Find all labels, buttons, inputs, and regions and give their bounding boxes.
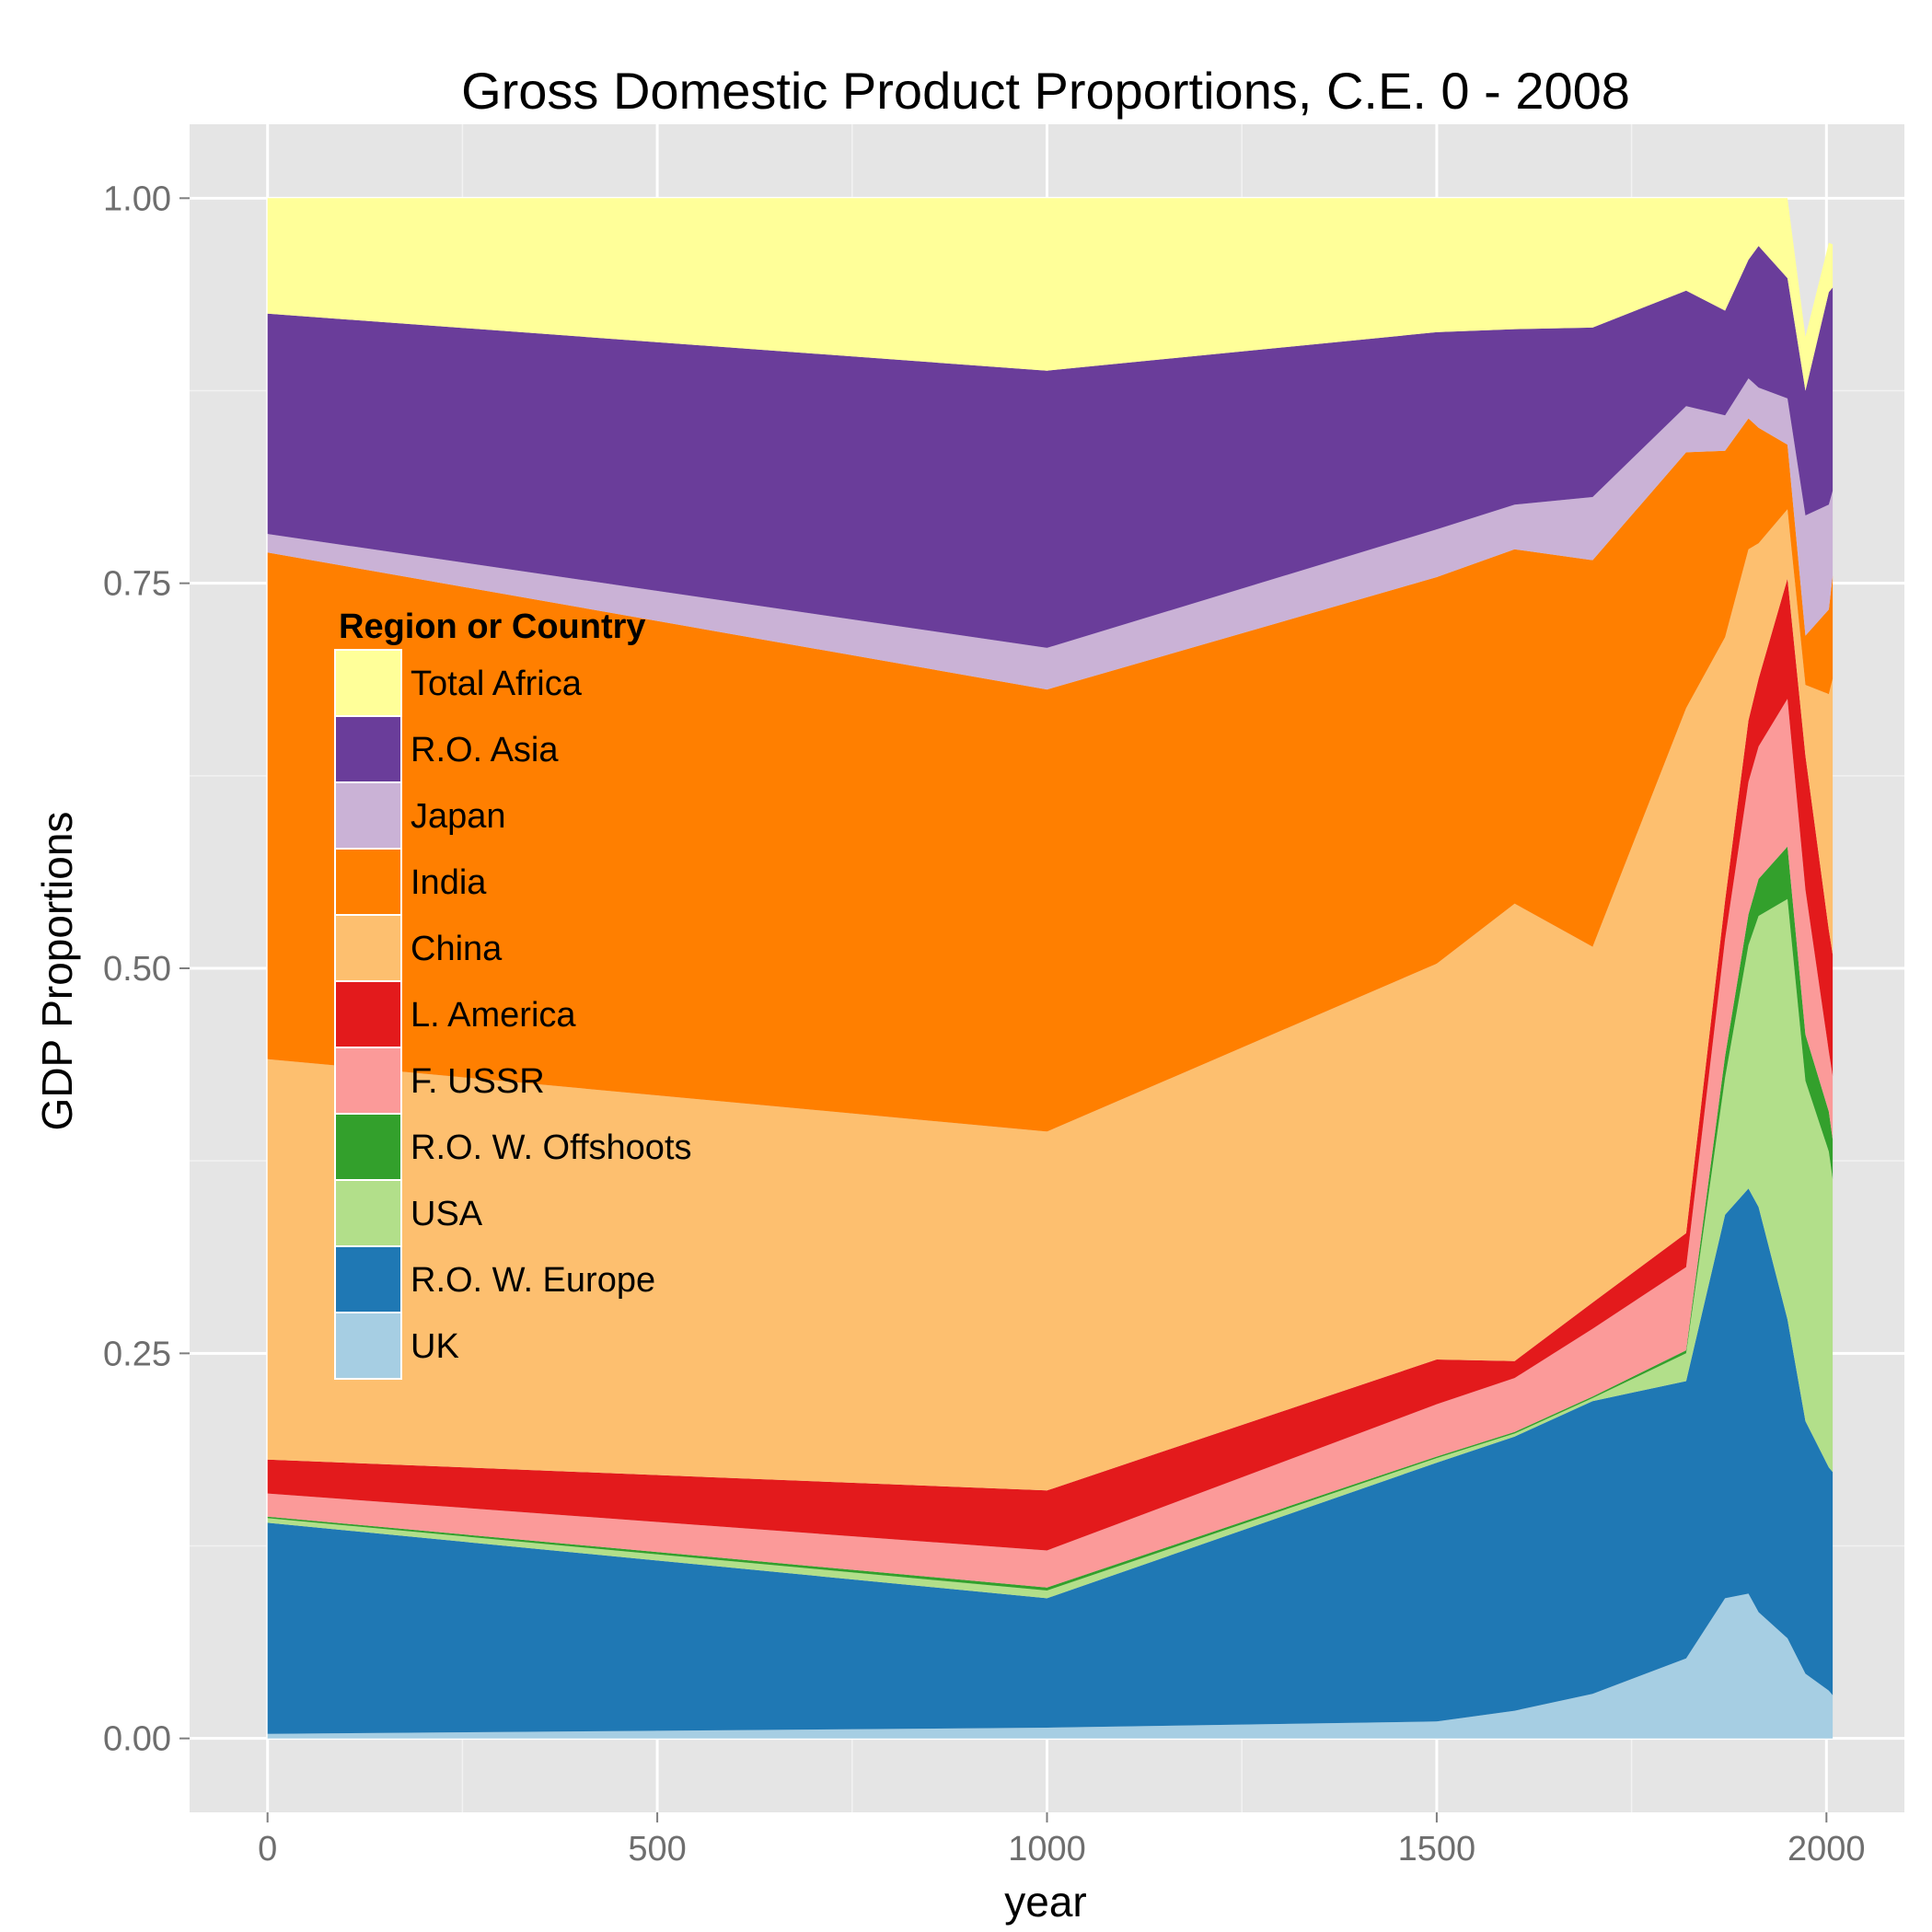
legend-label-china: China: [411, 930, 503, 968]
legend-key-f-ussr: [334, 1047, 402, 1115]
legend-label-india: India: [411, 863, 487, 902]
x-axis-title: year: [1004, 1878, 1086, 1926]
legend-items: Total Africa R.O. Asia Japan India China L. A…: [334, 649, 692, 1380]
legend-label-usa: USA: [411, 1195, 483, 1233]
y-tick-label: 0.25: [103, 1335, 171, 1373]
legend-key-usa: [334, 1179, 402, 1247]
legend-label-japan: Japan: [411, 797, 506, 836]
area-india: [267, 418, 1834, 1132]
x-tick-label: 0: [258, 1830, 277, 1868]
area-uk: [267, 1593, 1834, 1739]
chart-title: Gross Domestic Product Proportions, C.E.…: [461, 62, 1630, 120]
legend-key-r-o-w-offshoots: [334, 1113, 402, 1181]
legend-label-f-ussr: F. USSR: [411, 1062, 545, 1101]
legend-key-india: [334, 848, 402, 916]
legend-key-japan: [334, 781, 402, 850]
x-tick-label: 1500: [1398, 1830, 1476, 1868]
area-china: [267, 509, 1834, 1491]
legend-label-l-america: L. America: [411, 996, 576, 1035]
legend-label-r-o-asia: R.O. Asia: [411, 731, 559, 769]
legend-label-r-o-w-europe: R.O. W. Europe: [411, 1261, 655, 1300]
y-tick-label: 0.75: [103, 565, 171, 604]
area-total-africa: [267, 198, 1834, 391]
legend-key-total-africa: [334, 649, 402, 717]
y-tick-label: 1.00: [103, 179, 171, 218]
y-tick-label: 0.00: [103, 1720, 171, 1759]
area-japan: [267, 378, 1834, 690]
legend-label-r-o-w-offshoots: R.O. W. Offshoots: [411, 1128, 692, 1167]
legend-key-uk: [334, 1312, 402, 1380]
y-axis-title: GDP Proportions: [33, 812, 81, 1131]
legend-label-total-africa: Total Africa: [411, 665, 583, 703]
y-axis: 0.00 0.25 0.50 0.75 1.00: [103, 179, 190, 1759]
area-r-o-w-europe: [267, 1188, 1834, 1734]
area-layers: [267, 198, 1834, 1739]
legend: Region or Country Total Africa R.O. Asia J…: [334, 607, 692, 1380]
legend-key-china: [334, 914, 402, 982]
legend-key-l-america: [334, 980, 402, 1048]
legend-key-r-o-asia: [334, 715, 402, 783]
legend-title: Region or Country: [339, 607, 646, 646]
legend-label-uk: UK: [411, 1327, 459, 1366]
y-tick-label: 0.50: [103, 950, 171, 989]
x-tick-label: 500: [628, 1830, 686, 1868]
x-tick-label: 1000: [1008, 1830, 1086, 1868]
x-tick-label: 2000: [1787, 1830, 1866, 1868]
legend-key-r-o-w-europe: [334, 1245, 402, 1313]
x-axis: 0 500 1000 1500 2000: [258, 1812, 1866, 1868]
area-r-o-asia: [267, 246, 1834, 648]
